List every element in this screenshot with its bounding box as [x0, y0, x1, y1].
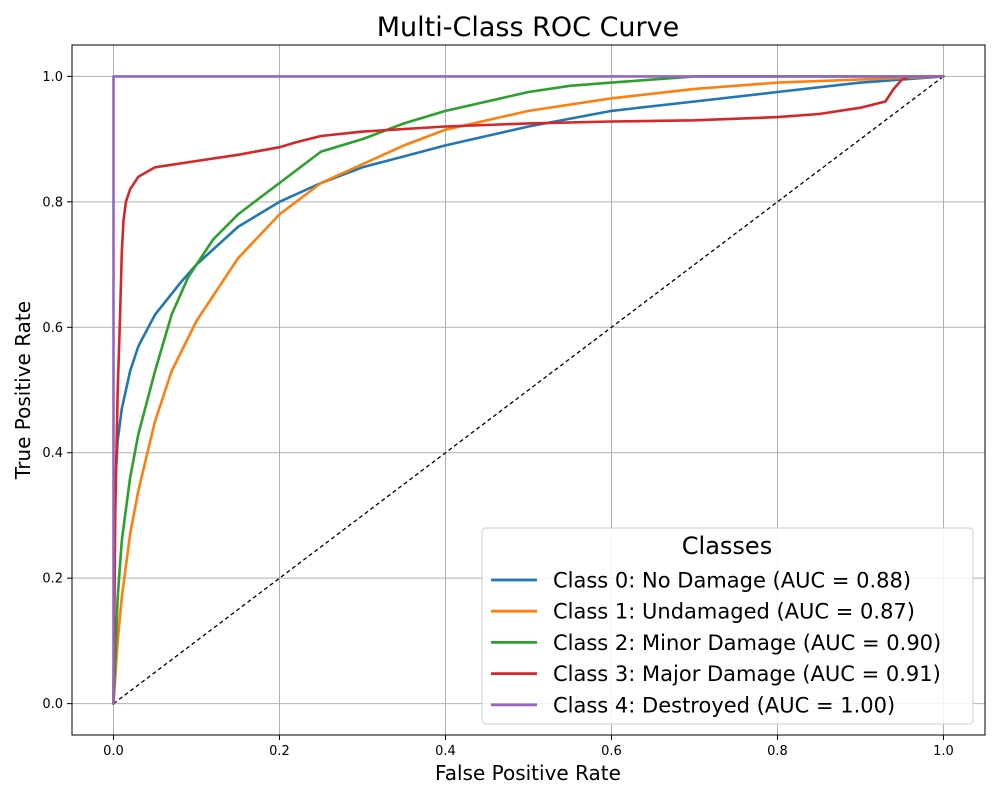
x-tick-label: 0.6	[601, 744, 622, 759]
x-tick-label: 0.0	[103, 744, 124, 759]
y-tick-label: 0.6	[42, 321, 63, 336]
reference-diagonal	[113, 75, 944, 705]
roc-series-2	[112, 75, 945, 705]
x-axis-ticks: 0.0 0.2 0.4 0.6 0.8 1.0	[103, 735, 954, 759]
chart-title: Multi-Class ROC Curve	[377, 12, 679, 43]
x-tick-label: 0.8	[767, 744, 788, 759]
x-axis-label: False Positive Rate	[435, 761, 621, 785]
y-tick-label: 0.2	[42, 572, 63, 587]
y-tick-label: 0.8	[42, 195, 63, 210]
roc-series-4	[112, 75, 945, 705]
legend-label-2: Class 2: Minor Damage (AUC = 0.90)	[553, 631, 941, 655]
legend-label-4: Class 4: Destroyed (AUC = 1.00)	[553, 693, 895, 717]
y-tick-label: 0.4	[42, 446, 63, 461]
legend-label-3: Class 3: Major Damage (AUC = 0.91)	[553, 662, 941, 686]
series-lines	[112, 75, 945, 705]
x-tick-label: 0.4	[435, 744, 456, 759]
x-tick-label: 0.2	[269, 744, 290, 759]
legend-items: Class 0: No Damage (AUC = 0.88) Class 1: …	[491, 569, 941, 717]
roc-series-3	[112, 75, 945, 705]
y-axis-ticks: 0.0 0.2 0.4 0.6 0.8 1.0	[42, 70, 72, 712]
chance-line	[113, 75, 944, 705]
roc-series-1	[112, 75, 945, 705]
roc-series-0	[112, 75, 945, 705]
legend-box	[481, 527, 974, 725]
y-tick-label: 0.0	[42, 697, 63, 712]
y-tick-label: 1.0	[42, 70, 63, 85]
legend-title: Classes	[682, 532, 772, 560]
legend: Classes Class 0: No Damage (AUC = 0.88)C…	[481, 527, 974, 725]
plot-frame	[71, 44, 986, 736]
x-tick-label: 1.0	[933, 744, 954, 759]
legend-label-1: Class 1: Undamaged (AUC = 0.87)	[553, 600, 915, 624]
legend-label-0: Class 0: No Damage (AUC = 0.88)	[553, 569, 911, 593]
y-axis-label: True Positive Rate	[11, 301, 35, 480]
